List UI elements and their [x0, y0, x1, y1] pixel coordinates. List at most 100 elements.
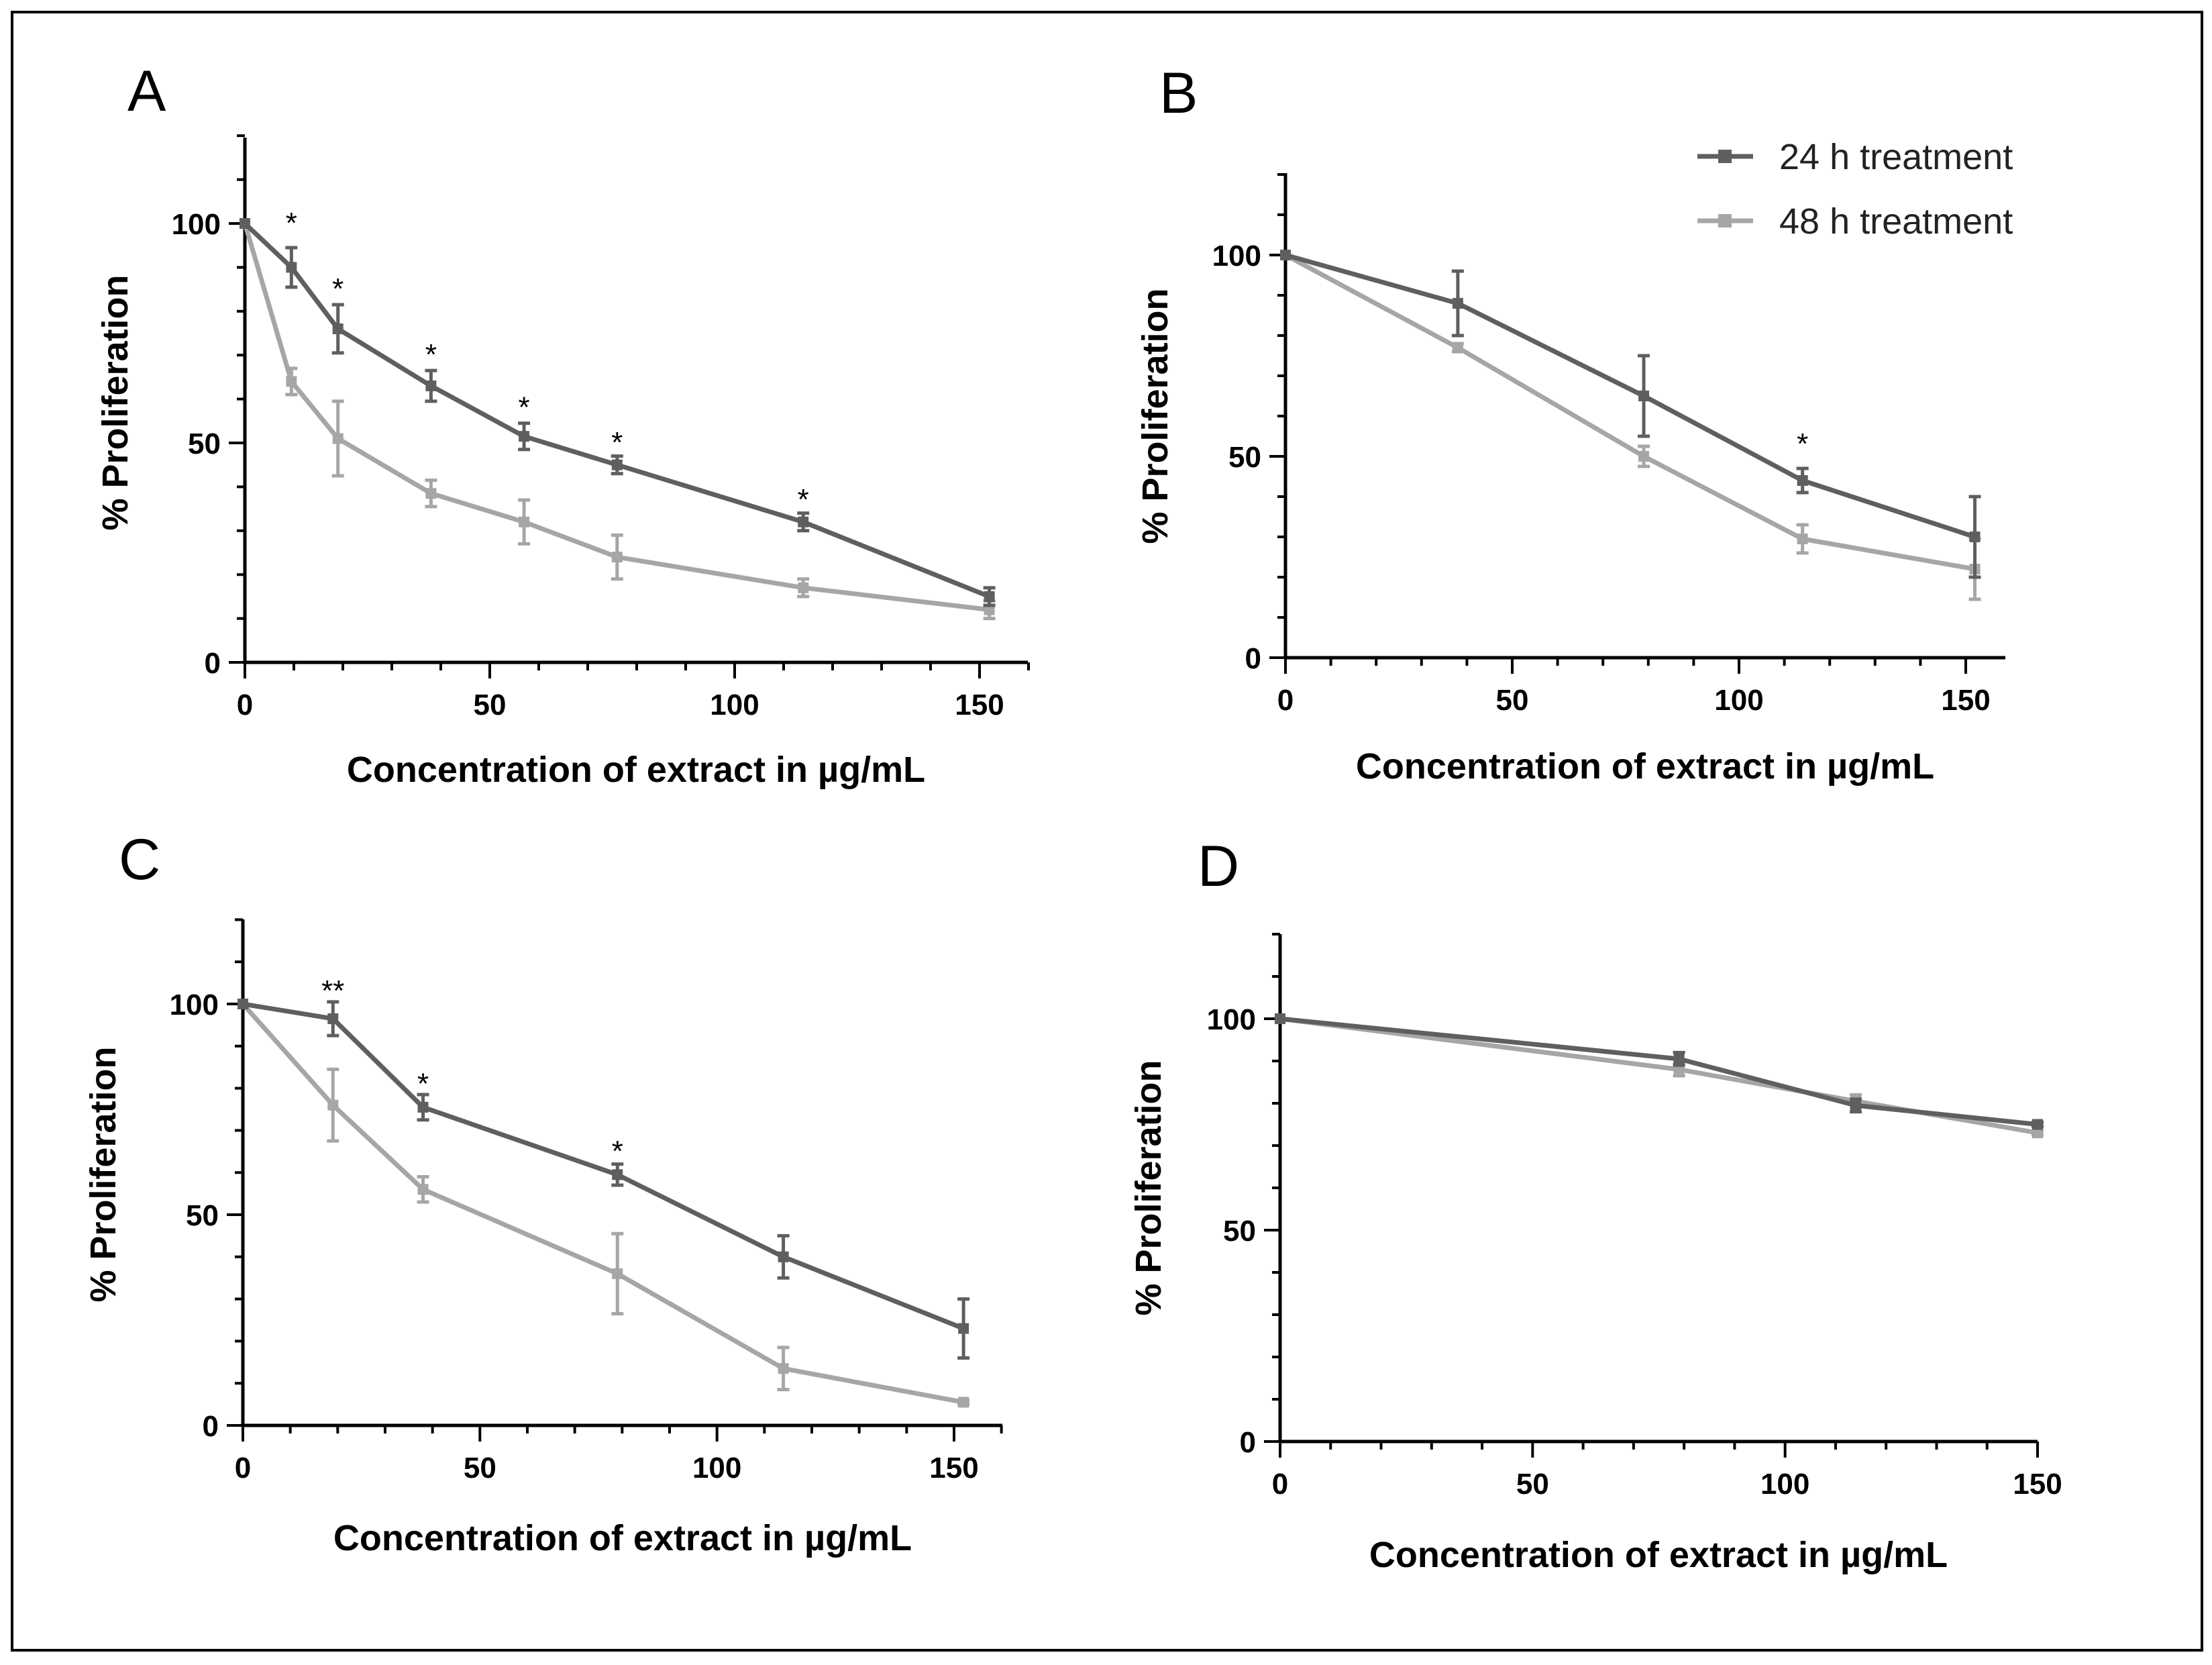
x-axis-title: Concentration of extract in µg/mL — [1356, 746, 1934, 787]
data-point — [2032, 1127, 2043, 1139]
panel-a: A 0 50 100 150 0 50 100 Concentration of extract… — [95, 59, 1030, 790]
y-axis-title: % Proliferation — [1128, 1060, 1169, 1315]
y-tick-label: 0 — [205, 647, 221, 680]
x-tick-label: 0 — [237, 689, 253, 721]
y-tick-label: 0 — [203, 1410, 219, 1443]
data-point — [327, 1013, 339, 1024]
x-tick-label: 150 — [929, 1452, 978, 1484]
data-point — [240, 218, 250, 229]
significance-marker: * — [332, 272, 344, 305]
data-point — [327, 1099, 339, 1111]
x-axis-title: Concentration of extract in µg/mL — [333, 1518, 912, 1558]
panel-b: B 0 50 100 150 0 50 100 Concentration of extract… — [1135, 61, 2005, 787]
data-point — [1850, 1100, 1862, 1111]
data-point — [1452, 298, 1463, 309]
data-point — [1275, 1013, 1285, 1024]
legend-marker-24h — [1718, 150, 1732, 163]
panel-letter: D — [1198, 834, 1239, 899]
data-point — [417, 1184, 429, 1195]
data-point — [425, 488, 437, 499]
y-tick-label: 0 — [1245, 642, 1261, 675]
significance-marker: * — [612, 1135, 623, 1168]
significance-marker: * — [611, 426, 623, 459]
data-point — [1638, 451, 1650, 462]
data-point — [332, 433, 344, 444]
y-tick-label: 50 — [1223, 1215, 1256, 1248]
y-tick-label: 50 — [186, 1199, 219, 1232]
series-line — [242, 1001, 965, 1331]
legend-marker-48h — [1718, 214, 1732, 228]
legend-label-24h: 24 h treatment — [1779, 137, 2013, 177]
x-tick-label: 0 — [1272, 1468, 1288, 1501]
x-tick-label: 50 — [474, 689, 507, 721]
x-tick-label: 100 — [710, 689, 759, 721]
y-axis-title: % Proliferation — [83, 1046, 123, 1302]
data-point — [611, 459, 623, 470]
series-line — [1279, 1016, 2038, 1136]
significance-marker: * — [425, 338, 437, 371]
data-point — [519, 516, 530, 527]
data-point — [984, 591, 995, 602]
significance-marker: * — [417, 1067, 429, 1100]
series-24h — [238, 999, 970, 1360]
x-tick-label: 50 — [1516, 1468, 1549, 1501]
data-point — [958, 1397, 969, 1408]
series-48h — [238, 999, 970, 1408]
data-point — [1452, 342, 1463, 353]
series-line — [1279, 1016, 2038, 1127]
data-point — [958, 1323, 969, 1334]
x-axis-title: Concentration of extract in µg/mL — [1369, 1535, 1948, 1575]
series-48h — [240, 218, 996, 621]
x-tick-label: 150 — [1941, 684, 1990, 717]
series-24h — [240, 218, 996, 607]
legend: 24 h treatment 48 h treatment — [1697, 137, 2013, 242]
y-tick-label: 50 — [188, 427, 221, 460]
data-point — [519, 431, 530, 442]
y-tick-label: 100 — [1207, 1003, 1256, 1036]
data-point — [425, 380, 437, 391]
y-axis-title: % Proliferation — [1135, 288, 1175, 544]
data-point — [1969, 532, 1981, 542]
panel-c: C 0 50 100 150 0 50 100 Concentration of extract… — [83, 827, 1003, 1558]
data-point — [778, 1363, 789, 1374]
panel-letter: C — [119, 827, 160, 892]
x-tick-label: 50 — [464, 1452, 496, 1484]
x-tick-label: 100 — [1760, 1468, 1809, 1501]
data-point — [1280, 250, 1291, 260]
series-line — [243, 221, 990, 599]
series-24h — [1280, 250, 1981, 579]
data-point — [1638, 391, 1650, 401]
series-line — [1285, 252, 1976, 540]
x-tick-label: 100 — [1714, 684, 1763, 717]
significance-marker: * — [519, 391, 530, 424]
data-point — [332, 323, 344, 334]
data-point — [984, 604, 995, 615]
data-point — [612, 1169, 623, 1180]
x-tick-label: 150 — [2013, 1468, 2062, 1501]
data-point — [798, 516, 809, 527]
x-tick-label: 150 — [955, 689, 1004, 721]
x-tick-label: 50 — [1496, 684, 1529, 717]
y-tick-label: 100 — [170, 989, 219, 1021]
series-24h — [1275, 1013, 2044, 1130]
x-tick-label: 0 — [235, 1452, 251, 1484]
y-tick-label: 100 — [172, 208, 221, 241]
data-point — [1797, 534, 1808, 544]
data-point — [798, 582, 809, 593]
y-axis-title: % Proliferation — [95, 274, 136, 530]
legend-label-48h: 48 h treatment — [1779, 201, 2013, 242]
data-point — [1797, 475, 1808, 486]
y-tick-label: 100 — [1212, 240, 1261, 272]
significance-marker: * — [286, 207, 297, 240]
series-line — [241, 1002, 964, 1405]
data-point — [417, 1101, 429, 1113]
data-point — [286, 262, 297, 273]
y-tick-label: 50 — [1228, 441, 1261, 474]
panel-letter: A — [127, 59, 166, 123]
panels: A 0 50 100 150 0 50 100 Concentration of extract… — [83, 59, 2062, 1575]
y-tick-label: 0 — [1240, 1426, 1256, 1459]
panel-d: D 0 50 100 150 0 50 100 Concentration of extract… — [1128, 834, 2062, 1575]
series-line — [242, 223, 990, 612]
x-axis-title: Concentration of extract in µg/mL — [347, 750, 925, 790]
